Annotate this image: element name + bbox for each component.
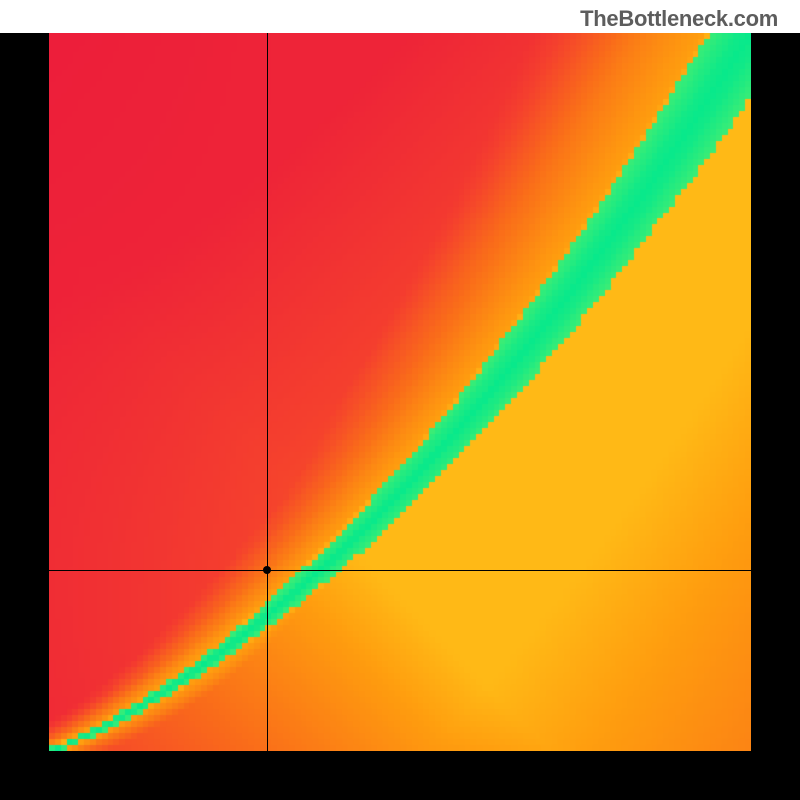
figure-root: TheBottleneck.com [0,0,800,800]
watermark-text: TheBottleneck.com [580,6,778,32]
plot-frame [0,33,800,800]
crosshair-horizontal [49,570,751,571]
crosshair-vertical [267,33,268,751]
crosshair-dot [263,566,271,574]
plot-area [49,33,751,751]
heatmap-canvas [49,33,751,751]
